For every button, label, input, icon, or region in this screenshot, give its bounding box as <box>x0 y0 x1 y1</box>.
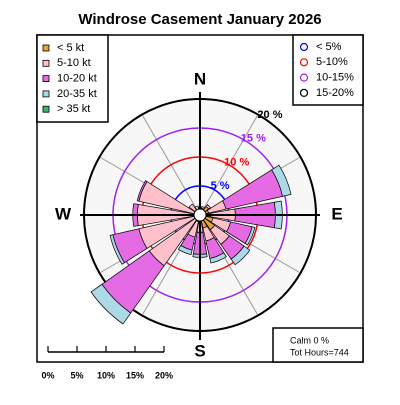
scale-tick-label: 5% <box>70 370 83 380</box>
wedge-segment <box>244 226 256 246</box>
legend-label: 5-10 kt <box>57 57 91 69</box>
ring-label: 5 % <box>211 180 230 192</box>
legend-swatch <box>42 75 50 82</box>
calm-box <box>272 327 364 363</box>
legend: < 5 kt 5-10 kt 10-20 kt 20-35 kt > 35 kt < 5%… <box>41 41 354 380</box>
wedge-segment <box>230 245 251 266</box>
legend-label: 10-20 kt <box>57 73 97 85</box>
ring-legend-marker <box>299 58 309 67</box>
wedge-segment <box>271 164 292 197</box>
ring-legend-marker <box>299 42 309 52</box>
scale-tick-label: 10% <box>97 370 115 380</box>
wedges <box>90 164 292 325</box>
scale-tick-label: 15% <box>126 370 144 380</box>
plot-frame <box>36 34 364 363</box>
ring-legend-label: 10-15% <box>316 72 354 84</box>
ring-legend-marker <box>299 88 309 98</box>
wedge-segment <box>205 204 211 210</box>
ring-label: 10 % <box>224 156 249 168</box>
legend-swatch <box>42 59 50 67</box>
ring-label: 15 % <box>241 133 266 145</box>
ring-label: 20 % <box>257 109 282 121</box>
wedge-segment <box>136 180 148 202</box>
direction-label: S <box>194 341 205 360</box>
direction-label: N <box>194 69 206 88</box>
legend-swatch <box>42 105 50 113</box>
ring-legend-label: 15-20% <box>316 87 354 99</box>
wedge-segment <box>201 206 206 210</box>
total-hours: Tot Hours=744 <box>290 347 349 357</box>
ring-legend-label: < 5% <box>316 41 342 53</box>
ring-legend-box <box>292 34 364 106</box>
direction-label: W <box>55 204 72 223</box>
calm-text: Calm 0 % <box>290 335 329 345</box>
legend-label: 20-35 kt <box>57 88 97 100</box>
direction-label: E <box>331 204 342 223</box>
scale-tick-label: 0% <box>41 370 54 380</box>
legend-swatch <box>42 44 50 52</box>
ring-legend-marker <box>299 73 309 82</box>
scale-tick-label: 20% <box>155 370 173 380</box>
overlay: 5 % 10 % 15 % 20 % N E S W <box>55 69 343 360</box>
wedge-segment <box>209 252 227 264</box>
legend-label: < 5 kt <box>57 42 84 54</box>
chart-title: Windrose Casement January 2026 <box>78 11 321 28</box>
wedge-segment <box>90 283 132 325</box>
ring-legend-label: 5-10% <box>316 56 348 68</box>
wedge-segment <box>109 234 125 265</box>
legend-swatch <box>42 90 50 98</box>
calm-circle <box>193 208 207 222</box>
legend-label: > 35 kt <box>57 103 90 115</box>
wedge-segment <box>177 244 193 256</box>
